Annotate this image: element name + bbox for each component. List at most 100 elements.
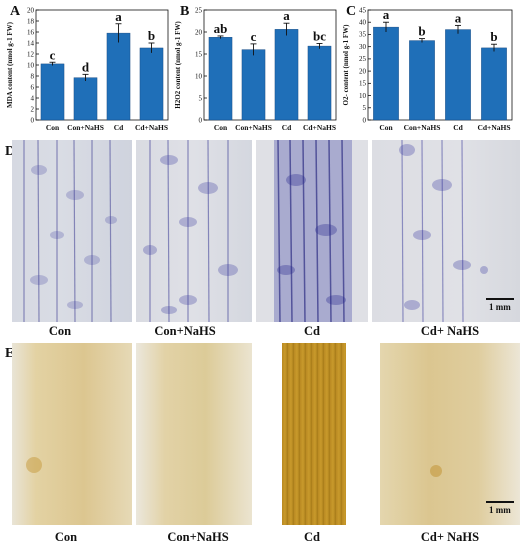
chart-c-ytick-label-1: 5: [363, 104, 367, 112]
chart-b-xlabel-2: Cd: [282, 123, 292, 132]
chart-c-ylabel: O2- content (nmol g-1 FW): [342, 24, 350, 106]
chart-a-ytick-label-0: 0: [31, 116, 35, 124]
photo-d-label-cd: Cd: [304, 324, 320, 338]
chart-a-ytick-label-7: 14: [27, 39, 35, 47]
photo-e-con-nahs: [136, 343, 252, 525]
chart-c-xlabel-0: Con: [379, 123, 393, 132]
chart-a-sig-0: c: [50, 47, 56, 62]
chart-c-ytick-label-4: 20: [359, 67, 367, 75]
chart-c-xlabel-2: Cd: [453, 123, 463, 132]
photo-d-cd-nahs: [372, 140, 520, 322]
chart-a-ytick-label-4: 8: [31, 72, 35, 80]
panel-letter-d: D: [5, 144, 16, 159]
chart-a-ytick-label-2: 4: [31, 94, 35, 102]
photo-d-con-nahs: [136, 140, 252, 322]
stain-pattern: [26, 457, 42, 473]
stain-pattern: [143, 140, 238, 322]
chart-b-xlabel-1: Con+NaHS: [235, 123, 272, 132]
photo-d-con: [12, 140, 132, 322]
chart-a-xlabel-2: Cd: [114, 123, 124, 132]
photo-e-con: [12, 343, 132, 525]
chart-a-bar-0: [40, 63, 65, 121]
chart-c-sig-1: b: [418, 24, 425, 39]
chart-c-bar-2: [445, 29, 471, 121]
chart-b-ytick-label-4: 20: [195, 28, 203, 36]
chart-b-frame: [203, 9, 337, 121]
chart-c-ytick-label-8: 40: [359, 19, 367, 27]
photo-d-label-con-nahs: Con+NaHS: [154, 324, 216, 338]
stain-pattern: [399, 140, 488, 322]
chart-b-sig-3: bc: [313, 28, 326, 43]
chart-c-ytick-label-7: 35: [359, 31, 367, 39]
chart-b-xlabel-0: Con: [214, 123, 228, 132]
chart-b-ytick-label-3: 15: [195, 50, 203, 58]
chart-b-sig-1: c: [251, 29, 257, 44]
chart-b-ylabel: H2O2 content (nmol g-1 FW): [174, 21, 182, 109]
photo-e-label-con-nahs: Con+NaHS: [167, 530, 229, 544]
stain-pattern: [274, 140, 352, 322]
chart-b-sig-0: ab: [214, 21, 228, 36]
scale-label-d: 1 mm: [489, 302, 511, 312]
scale-label-e: 1 mm: [489, 505, 511, 515]
panel-letter-b: B: [180, 4, 190, 19]
chart-c-xlabel-1: Con+NaHS: [404, 123, 441, 132]
panel-letter-c: C: [346, 4, 357, 19]
chart-a-ylabel: MDA content (nmol g-1 FW): [6, 21, 14, 108]
chart-c-xlabel-3: Cd+NaHS: [477, 123, 510, 132]
chart-a-ytick-label-5: 10: [27, 61, 35, 69]
panel-letter-e: E: [5, 346, 15, 361]
chart-c-sig-2: a: [455, 10, 462, 25]
chart-a-sig-1: d: [82, 59, 90, 74]
chart-a-bar-2: [106, 32, 131, 121]
chart-b-bar-3: [307, 45, 332, 121]
chart-c-sig-0: a: [383, 7, 390, 22]
chart-c-ytick-label-3: 15: [359, 80, 367, 88]
chart-c-bar-0: [373, 26, 399, 121]
photo-e-label-cd: Cd: [304, 530, 320, 544]
chart-b-ytick-label-1: 5: [199, 94, 203, 102]
chart-c-ytick-label-5: 25: [359, 55, 367, 63]
chart-c-frame: [367, 9, 513, 121]
scale-bar-d: [486, 298, 514, 300]
chart-c-ytick-label-2: 10: [359, 92, 367, 100]
chart-a-ytick-label-3: 6: [31, 83, 35, 91]
chart-c-bar-1: [409, 40, 435, 121]
stain-pattern: [23, 140, 117, 322]
chart-a-ytick-label-8: 16: [27, 28, 35, 36]
bar-charts: 0 2 4 6 8 10 12 14 16 18 20 MDA content (nmol g-1 F…: [6, 6, 513, 132]
chart-a-xlabel-3: Cd+NaHS: [135, 123, 168, 132]
photo-e-label-con: Con: [54, 530, 78, 544]
chart-a-sig-3: b: [148, 28, 155, 43]
chart-c-sig-3: b: [490, 29, 497, 44]
panel-letter-a: A: [10, 4, 21, 19]
chart-b-ytick-label-0: 0: [199, 116, 203, 124]
chart-b-bar-1: [241, 49, 266, 121]
photo-e-cd: [282, 343, 346, 525]
chart-a-ytick-label-6: 12: [27, 50, 35, 58]
chart-a-ytick-label-10: 20: [27, 6, 35, 14]
chart-b-ytick-label-2: 10: [195, 72, 203, 80]
chart-c-ytick-label-0: 0: [363, 116, 367, 124]
photo-d-label-con: Con: [48, 324, 72, 338]
photo-e-cd-nahs: [380, 343, 520, 525]
scale-bar-e: [486, 501, 514, 503]
chart-c-ytick-label-9: 45: [359, 6, 367, 14]
photo-d-label-cd-nahs: Cd+ NaHS: [420, 324, 480, 338]
chart-a-bar-3: [139, 47, 164, 121]
chart-a-xlabel-0: Con: [46, 123, 60, 132]
chart-b-sig-2: a: [283, 8, 290, 23]
chart-b-bar-2: [274, 29, 299, 121]
stain-pattern: [430, 465, 442, 477]
chart-b-ytick-label-5: 25: [195, 6, 203, 14]
chart-a-xlabel-1: Con+NaHS: [67, 123, 104, 132]
photo-e-label-cd-nahs: Cd+ NaHS: [420, 530, 480, 544]
chart-a-ytick-label-9: 18: [27, 17, 35, 25]
chart-a-bar-1: [73, 77, 98, 121]
chart-c-bar-3: [481, 47, 507, 121]
chart-b-bar-0: [208, 37, 233, 121]
chart-a-sig-2: a: [115, 9, 122, 24]
chart-a-ytick-label-1: 2: [31, 105, 35, 113]
chart-c-ytick-label-6: 30: [359, 43, 367, 51]
chart-b-xlabel-3: Cd+NaHS: [303, 123, 336, 132]
photo-d-cd: [256, 140, 368, 322]
